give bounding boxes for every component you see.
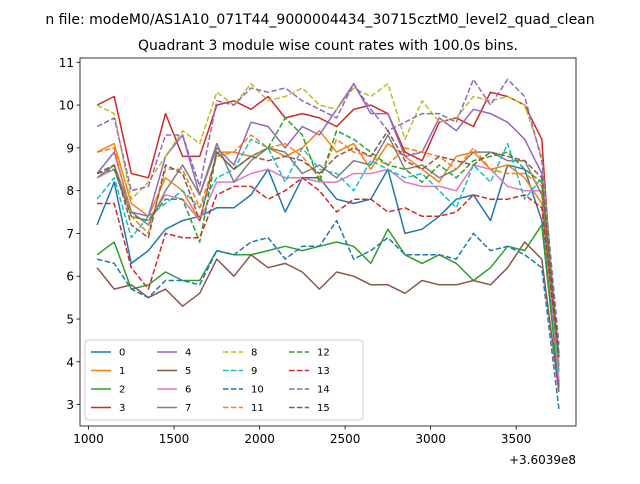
y-tick-label: 10 [59,99,74,113]
x-tick-label: 1000 [73,432,104,446]
legend-label-8: 8 [251,348,257,359]
y-tick-label: 11 [59,56,74,70]
y-tick-label: 7 [66,227,74,241]
legend-label-6: 6 [185,385,191,396]
y-tick-label: 3 [66,398,74,412]
series-line-4 [96,82,560,388]
legend-label-15: 15 [317,403,330,414]
chart-title: Quadrant 3 module wise count rates with … [138,38,518,54]
legend-label-9: 9 [251,366,257,377]
x-tick-label: 2000 [244,432,275,446]
x-tick-label: 2500 [330,432,361,446]
y-tick-label: 4 [66,355,74,369]
series-line-14 [96,78,560,345]
y-tick-label: 5 [66,313,74,327]
series-line-8 [96,82,560,362]
series-line-2 [96,224,560,388]
legend-label-1: 1 [119,366,125,377]
figure-suptitle: n file: modeM0/AS1A10_071T44_9000004434_… [45,12,594,28]
legend-label-4: 4 [185,348,191,359]
legend-label-11: 11 [251,403,264,414]
legend-label-10: 10 [251,385,264,396]
series-line-1 [96,129,560,371]
series-line-6 [96,164,560,379]
legend-label-7: 7 [185,403,191,414]
legend-label-0: 0 [119,348,125,359]
x-tick-label: 1500 [159,432,190,446]
axes-frame [79,57,577,427]
series-line-10 [96,219,560,409]
legend-label-2: 2 [119,385,125,396]
series-line-13 [97,177,560,358]
legend-label-14: 14 [317,385,330,396]
x-offset-label: +3.6039e8 [509,453,576,467]
series-line-0 [96,164,560,384]
legend-box [84,339,364,421]
legend-label-12: 12 [317,348,330,359]
legend-label-5: 5 [185,366,191,377]
y-tick-label: 6 [66,270,74,284]
y-tick-label: 8 [66,184,74,198]
legend-label-13: 13 [317,366,330,377]
series-line-15 [96,129,560,354]
legend-label-3: 3 [119,403,125,414]
series-line-9 [96,138,560,375]
series-line-5 [96,241,560,392]
x-tick-label: 3500 [501,432,532,446]
y-tick-label: 9 [66,141,74,155]
x-tick-label: 3000 [415,432,446,446]
series-lines [96,78,560,409]
